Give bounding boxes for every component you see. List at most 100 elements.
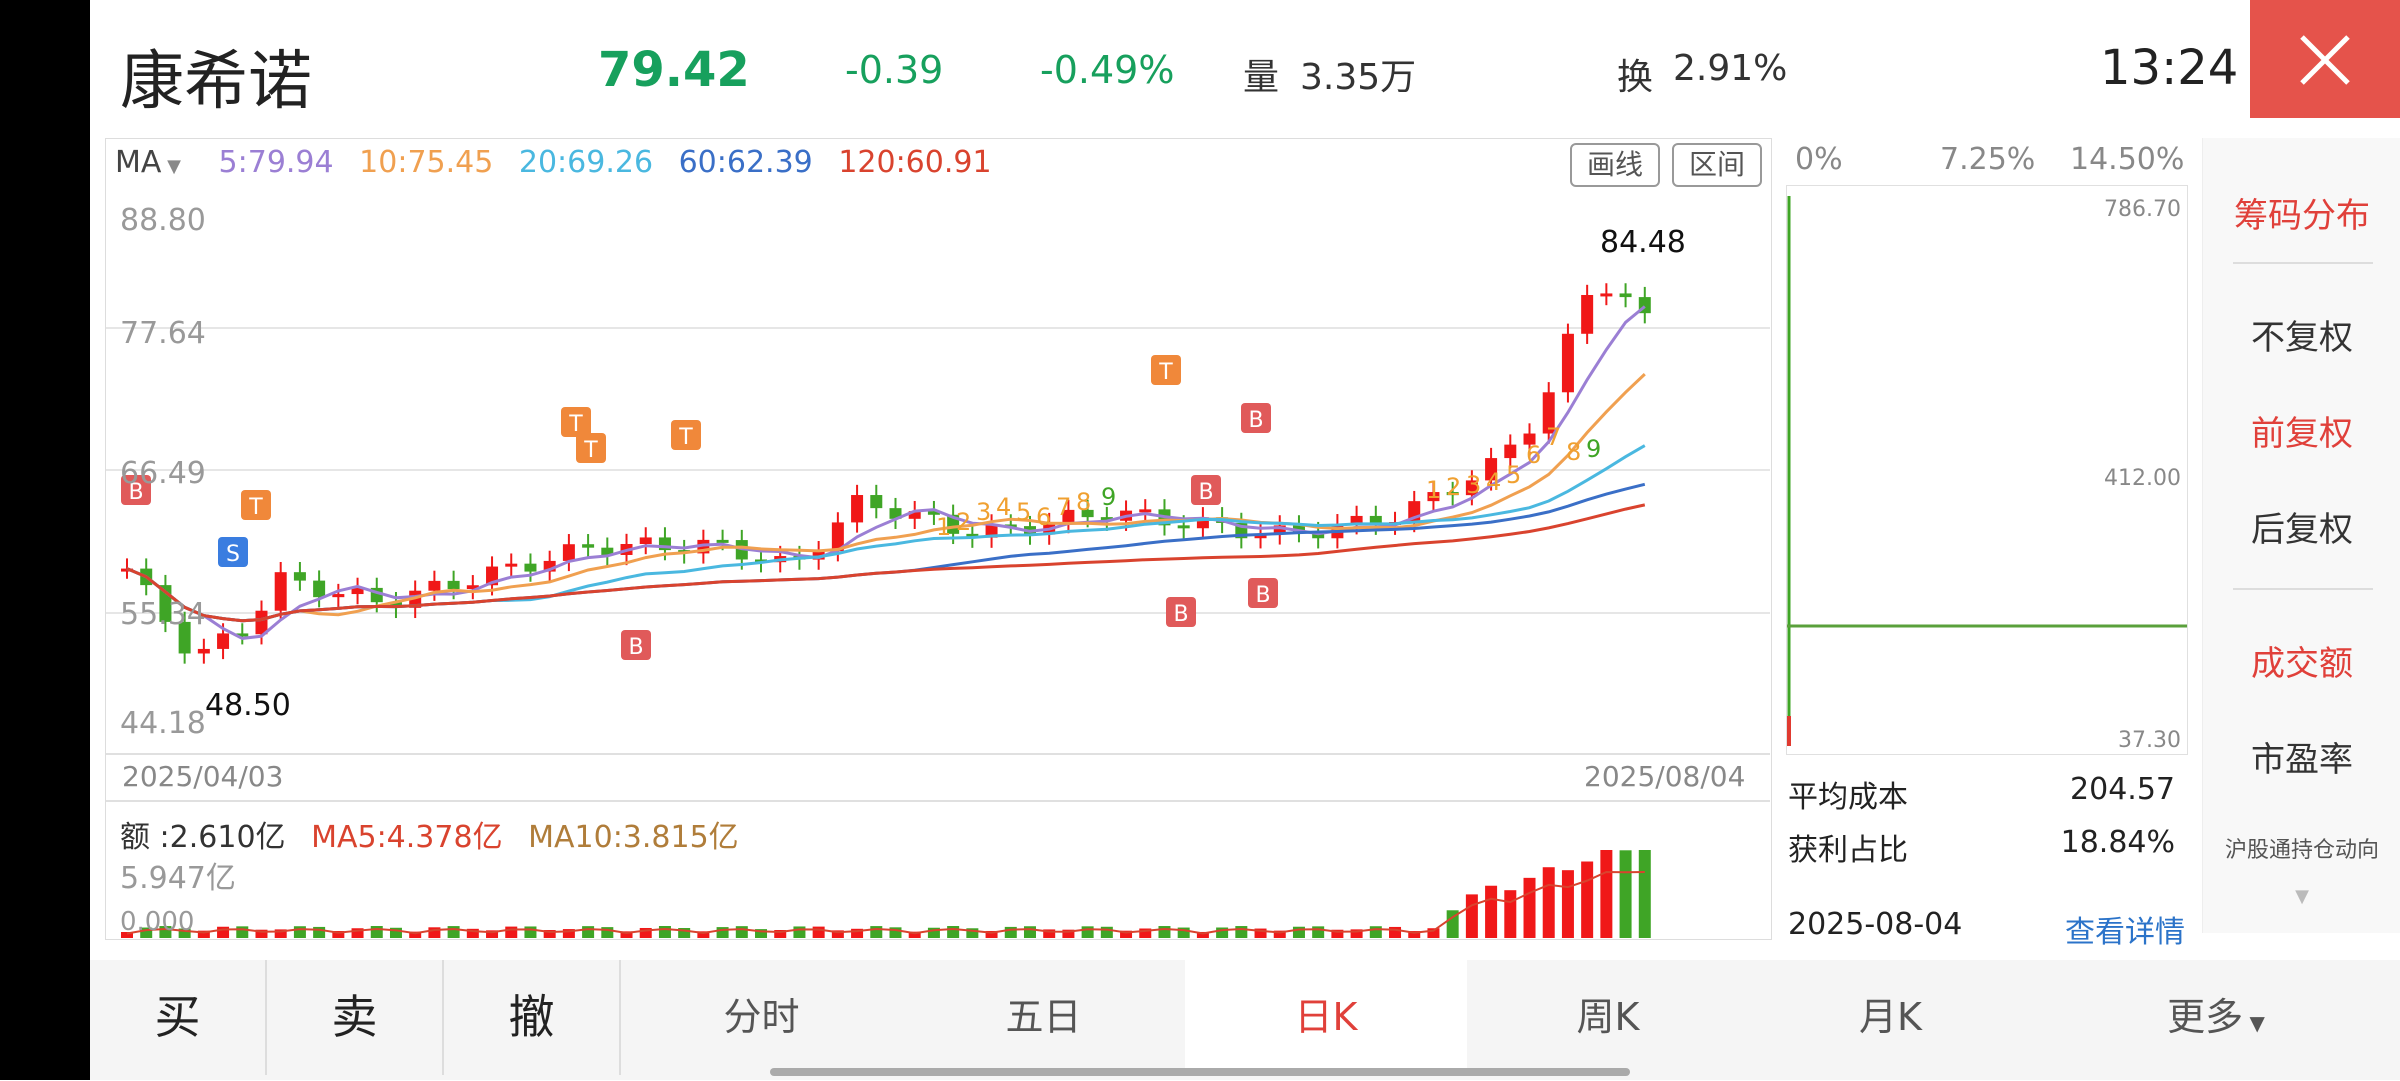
- turnover-label: 换: [1617, 57, 1654, 98]
- amount-bar: [1331, 929, 1344, 938]
- start-date: 2025/04/03: [122, 760, 284, 793]
- chevron-down-icon: ▼: [161, 156, 181, 177]
- amount-bar: [293, 926, 306, 938]
- chip-distribution-chart[interactable]: [1786, 185, 2188, 755]
- tab-daily-k[interactable]: 日K: [1185, 960, 1467, 1075]
- tab-monthly-k[interactable]: 月K: [1859, 995, 1922, 1039]
- volume-divider: [106, 800, 1770, 802]
- candle-body: [1504, 444, 1517, 459]
- candle-body: [1485, 458, 1498, 481]
- close-button[interactable]: [2250, 0, 2400, 118]
- candle-body: [543, 560, 556, 572]
- signal-badge: [561, 407, 591, 437]
- amount-bar: [1523, 877, 1536, 938]
- pe-ratio-button[interactable]: 市盈率: [2251, 740, 2353, 780]
- candle-body: [1273, 525, 1286, 535]
- signal-text: T: [583, 438, 598, 463]
- signal-text: T: [1158, 360, 1173, 385]
- candle-body: [927, 511, 940, 515]
- signal-text: B: [1173, 602, 1188, 627]
- hk-connect-button[interactable]: 沪股通持仓动向: [2224, 838, 2379, 863]
- more-tab[interactable]: 更多 ▼: [2032, 960, 2400, 1075]
- amount-bar: [755, 929, 768, 938]
- candle-body: [1523, 433, 1536, 445]
- candle-body: [447, 580, 460, 590]
- chip-date: 2025-08-04: [1788, 907, 1963, 942]
- signal-text: B: [1198, 480, 1213, 505]
- amount-bar: [774, 930, 787, 938]
- candle-body: [197, 648, 210, 654]
- candle-body: [870, 495, 883, 509]
- period-low-label: 48.50: [205, 688, 291, 723]
- date-divider: [106, 753, 1770, 755]
- ma-legend: MA ▼ 5:79.94 10:75.45 20:69.26 60:62.39 …: [115, 145, 1008, 185]
- home-indicator[interactable]: [770, 1068, 1630, 1076]
- buy-button[interactable]: 买: [154, 990, 201, 1044]
- chip-pct-max: 14.50%: [2070, 142, 2185, 177]
- amount-bar: [1235, 926, 1248, 938]
- candle-body: [1139, 509, 1152, 513]
- amount-bar: [812, 926, 825, 938]
- amount-bar: [927, 927, 940, 938]
- candle-body: [639, 537, 652, 544]
- chevron-down-icon[interactable]: ▼: [2295, 886, 2309, 907]
- tab-five-day[interactable]: 五日: [1005, 995, 1082, 1039]
- signal-text: B: [1248, 408, 1263, 433]
- sequence-number: 2: [956, 508, 971, 536]
- sequence-number: 8: [1076, 488, 1091, 516]
- signal-badge: [1248, 578, 1278, 608]
- amount-bar: [1408, 931, 1421, 938]
- menu-divider: [2233, 262, 2373, 264]
- sequence-number: 4: [1486, 468, 1501, 496]
- amount-bar: [966, 928, 979, 938]
- ma-selector[interactable]: MA ▼: [115, 145, 181, 180]
- amount-bar: [1273, 930, 1286, 938]
- amount-bars: [121, 850, 1651, 938]
- candle-body: [755, 559, 768, 563]
- amount-bar: [793, 926, 806, 938]
- amount-bar: [197, 930, 210, 938]
- draw-line-button[interactable]: 画线: [1570, 143, 1660, 187]
- forward-adjust-button[interactable]: 前复权: [2251, 414, 2353, 454]
- chip-distribution-svg: [1787, 196, 2187, 746]
- candle-body: [236, 633, 249, 637]
- amount-bar: [620, 931, 633, 938]
- sequence-number: 7: [1546, 423, 1561, 451]
- candle-body: [1292, 525, 1305, 533]
- range-button[interactable]: 区间: [1672, 143, 1762, 187]
- backward-adjust-button[interactable]: 后复权: [2251, 510, 2353, 550]
- ma-line: [126, 305, 1646, 640]
- view-details-link[interactable]: 查看详情: [2065, 915, 2185, 950]
- signal-badge: [1241, 403, 1271, 433]
- sequence-number: 4: [996, 493, 1011, 521]
- amount-bar: [217, 926, 230, 938]
- amount-bar: [582, 926, 595, 938]
- amount-indicator-button[interactable]: 成交额: [2251, 644, 2353, 684]
- amount-zero-label: 0.000: [120, 907, 195, 937]
- candle-body: [1561, 333, 1574, 393]
- chip-distribution-button[interactable]: 筹码分布: [2234, 196, 2370, 236]
- amount-bar: [1561, 870, 1574, 938]
- sequence-number: 3: [1466, 471, 1481, 499]
- period-high-label: 84.48: [1600, 225, 1686, 260]
- tab-weekly-k[interactable]: 周K: [1576, 995, 1640, 1039]
- ma10-value: 10:75.45: [359, 145, 494, 180]
- ma-line: [126, 444, 1646, 623]
- candle-body: [178, 621, 191, 654]
- candle-body: [1581, 294, 1594, 334]
- amount-ma-line: [126, 870, 1645, 935]
- sell-button[interactable]: 卖: [331, 990, 378, 1044]
- amount-bar: [1120, 930, 1133, 938]
- amount-bar: [1389, 926, 1402, 938]
- cancel-order-button[interactable]: 撤: [508, 990, 555, 1044]
- no-adjust-button[interactable]: 不复权: [2251, 318, 2353, 358]
- ma-line: [126, 503, 1646, 623]
- amount-bar: [505, 926, 518, 938]
- amount-bar: [889, 927, 902, 938]
- amount-bar: [428, 927, 441, 938]
- amount-bar: [1139, 928, 1152, 938]
- tab-intraday[interactable]: 分时: [723, 995, 800, 1039]
- sequence-number: 9: [1101, 483, 1116, 511]
- ma-line: [126, 373, 1646, 623]
- sequence-number: 2: [1446, 473, 1461, 501]
